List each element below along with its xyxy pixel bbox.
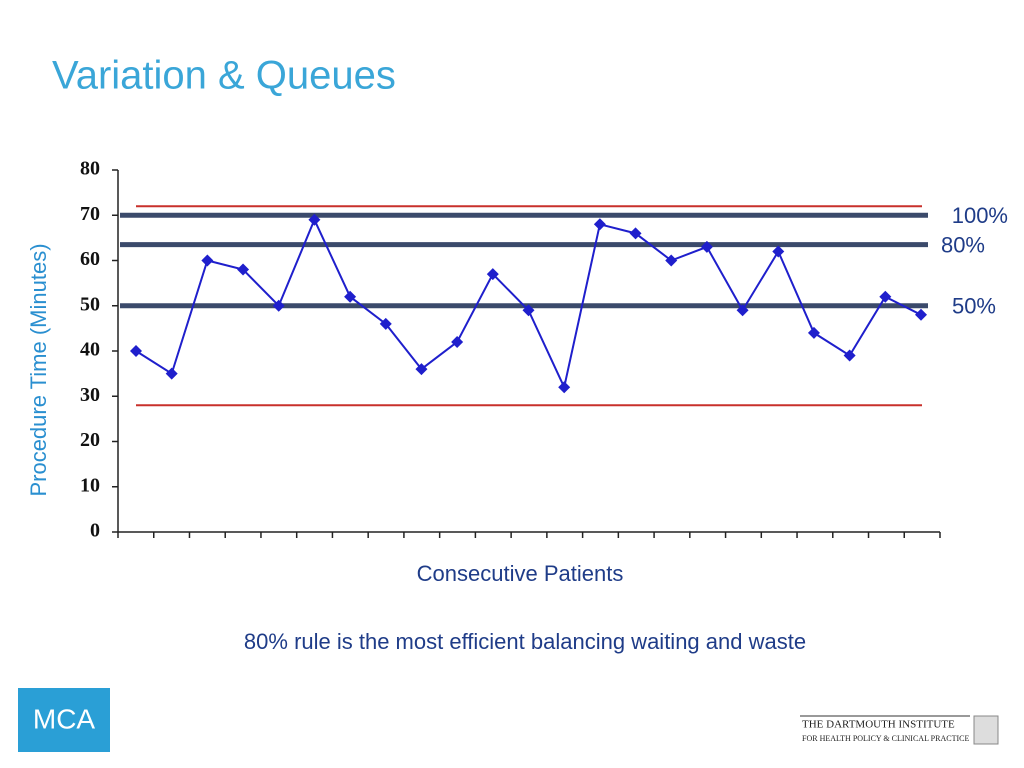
data-point [451,335,464,348]
caption: 80% rule is the most efficient balancing… [244,629,806,654]
y-tick-label: 70 [80,203,100,225]
data-point [237,263,250,276]
data-point [130,345,142,357]
y-tick-label: 10 [80,474,100,496]
reference-label: 50% [952,294,996,319]
data-point [700,240,713,253]
y-tick-label: 30 [80,384,100,406]
slide-title: Variation & Queues [52,54,396,98]
data-point [415,363,428,376]
data-point [879,290,892,303]
data-point [522,304,535,317]
x-axis-label: Consecutive Patients [417,561,624,586]
data-point [593,218,606,231]
data-point [629,227,642,240]
y-tick-label: 50 [80,293,100,315]
data-point [379,317,392,330]
footer-line: THE DARTMOUTH INSTITUTE [802,719,955,731]
data-point [665,254,678,267]
footer-line: FOR HEALTH POLICY & CLINICAL PRACTICE [802,734,969,743]
data-point [772,245,785,258]
logo-text: MCA [33,703,96,734]
data-point [558,381,571,394]
data-point [807,326,820,339]
data-point [736,304,749,317]
y-tick-label: 0 [90,520,100,542]
data-point [165,367,178,380]
data-point [201,254,214,267]
data-point [486,268,499,281]
logo-box [18,688,110,752]
data-point [344,290,357,303]
y-tick-label: 60 [80,248,100,270]
data-point [915,308,927,321]
y-tick-label: 40 [80,339,100,361]
y-tick-label: 80 [80,158,100,180]
data-point [843,349,856,362]
reference-label: 100% [952,203,1008,228]
data-point [308,213,321,226]
data-point [272,299,285,312]
reference-label: 80% [941,232,985,257]
seal [973,715,999,745]
y-axis-label: Procedure Time (Minutes) [26,243,51,496]
y-tick-label: 20 [80,429,100,451]
